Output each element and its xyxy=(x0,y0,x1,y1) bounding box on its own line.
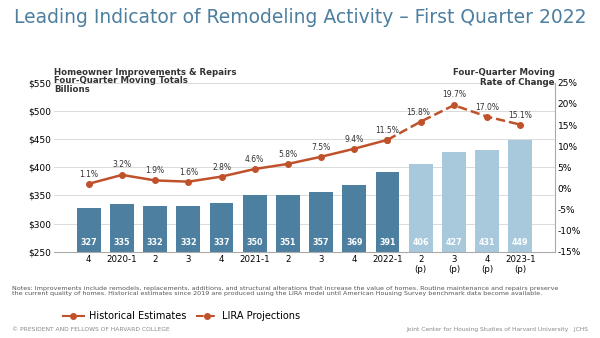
Text: 357: 357 xyxy=(313,238,329,247)
Text: 350: 350 xyxy=(247,238,263,247)
Text: 15.8%: 15.8% xyxy=(406,108,430,117)
Text: 15.1%: 15.1% xyxy=(508,111,532,120)
Text: 1.6%: 1.6% xyxy=(179,168,198,177)
Text: 337: 337 xyxy=(213,238,230,247)
Text: 332: 332 xyxy=(180,238,197,247)
Text: Leading Indicator of Remodeling Activity – First Quarter 2022: Leading Indicator of Remodeling Activity… xyxy=(14,8,586,27)
Text: 427: 427 xyxy=(446,238,462,247)
Text: 351: 351 xyxy=(280,238,296,247)
Text: © PRESIDENT AND FELLOWS OF HARVARD COLLEGE: © PRESIDENT AND FELLOWS OF HARVARD COLLE… xyxy=(12,327,170,332)
Bar xyxy=(343,185,366,338)
Text: 7.5%: 7.5% xyxy=(311,143,331,152)
Text: 2.8%: 2.8% xyxy=(212,163,231,172)
Bar xyxy=(276,195,300,338)
Text: 406: 406 xyxy=(412,238,429,247)
Text: 431: 431 xyxy=(479,238,496,247)
Text: Four-Quarter Moving
Rate of Change: Four-Quarter Moving Rate of Change xyxy=(453,68,555,87)
Bar xyxy=(409,164,433,338)
Text: 391: 391 xyxy=(379,238,396,247)
Text: Four-Quarter Moving Totals: Four-Quarter Moving Totals xyxy=(54,76,188,85)
Text: 1.1%: 1.1% xyxy=(79,170,98,179)
Text: 9.4%: 9.4% xyxy=(344,135,364,144)
Text: Joint Center for Housing Studies of Harvard University   JCHS: Joint Center for Housing Studies of Harv… xyxy=(406,327,588,332)
Text: Billions: Billions xyxy=(54,84,90,94)
Bar xyxy=(442,152,466,338)
Bar xyxy=(475,150,499,338)
Text: 332: 332 xyxy=(147,238,163,247)
Bar xyxy=(77,209,101,338)
Bar xyxy=(209,203,233,338)
Text: 449: 449 xyxy=(512,238,529,247)
Text: Homeowner Improvements & Repairs: Homeowner Improvements & Repairs xyxy=(54,68,236,77)
Text: 3.2%: 3.2% xyxy=(112,160,131,169)
Text: 327: 327 xyxy=(80,238,97,247)
Legend: Historical Estimates, LIRA Projections: Historical Estimates, LIRA Projections xyxy=(59,307,304,325)
Bar xyxy=(243,195,266,338)
Bar xyxy=(110,204,134,338)
Text: 369: 369 xyxy=(346,238,362,247)
Bar xyxy=(376,172,400,338)
Bar xyxy=(176,206,200,338)
Bar xyxy=(309,192,333,338)
Text: Notes: Improvements include remodels, replacements, additions, and structural al: Notes: Improvements include remodels, re… xyxy=(12,286,559,296)
Bar xyxy=(143,206,167,338)
Text: 335: 335 xyxy=(113,238,130,247)
Text: 5.8%: 5.8% xyxy=(278,150,298,159)
Text: 19.7%: 19.7% xyxy=(442,90,466,99)
Text: 11.5%: 11.5% xyxy=(376,126,400,135)
Text: 17.0%: 17.0% xyxy=(475,103,499,112)
Text: 1.9%: 1.9% xyxy=(146,166,164,175)
Bar xyxy=(508,140,532,338)
Text: 4.6%: 4.6% xyxy=(245,155,265,164)
